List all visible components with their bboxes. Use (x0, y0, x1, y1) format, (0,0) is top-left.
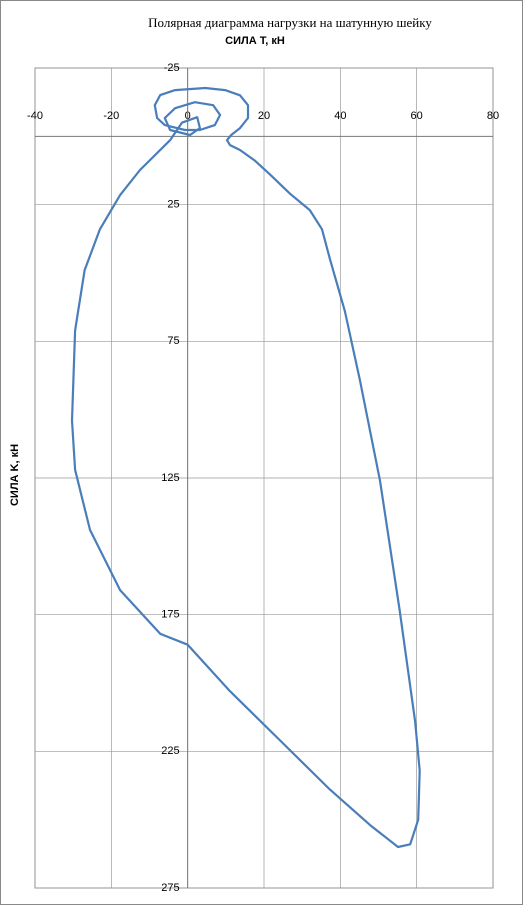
x-tick-label: 60 (411, 110, 423, 122)
x-axis-title: СИЛА T, кН (225, 35, 285, 47)
load-curve (70, 86, 421, 849)
y-tick-label: 275 (161, 882, 179, 894)
x-tick-label: 40 (334, 110, 346, 122)
y-tick-label: 225 (161, 745, 179, 757)
y-tick-label: 75 (167, 335, 179, 347)
y-tick-label: 175 (161, 609, 179, 621)
x-tick-label: -20 (103, 110, 119, 122)
y-tick-label: 125 (161, 472, 179, 484)
y-axis-title: СИЛА K, кН (9, 444, 21, 506)
chart-title: Полярная диаграмма нагрузки на шатунную … (148, 15, 432, 30)
y-tick-label: 25 (167, 199, 179, 211)
x-tick-label: 20 (258, 110, 270, 122)
x-tick-label: 80 (487, 110, 499, 122)
y-tick-label: -25 (164, 62, 180, 74)
x-tick-label: -40 (27, 110, 43, 122)
